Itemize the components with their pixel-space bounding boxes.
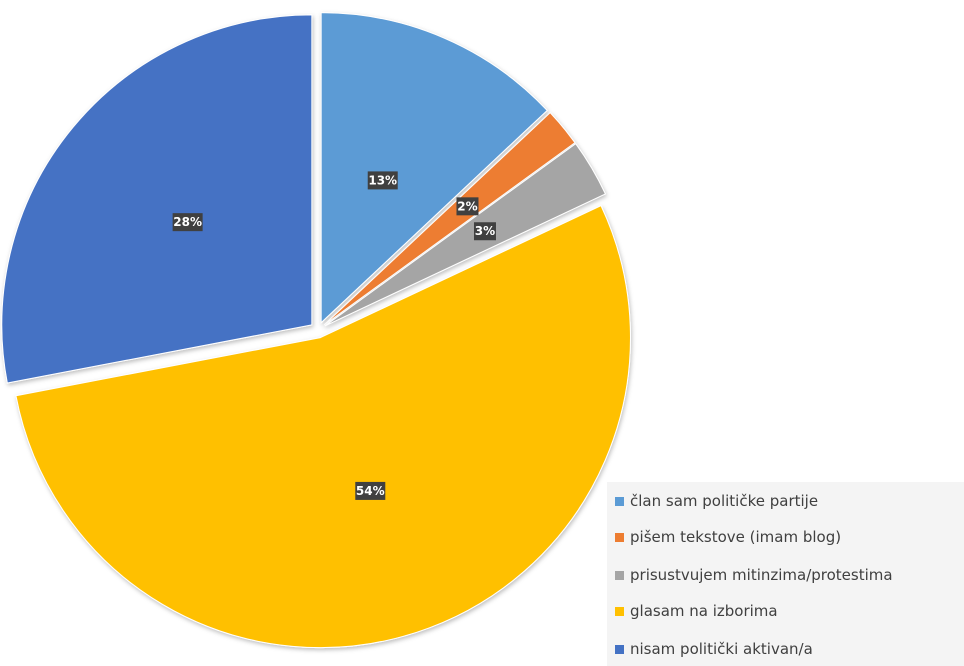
pie-slice [323,111,576,326]
slice-data-label: 28% [172,213,203,232]
slice-label-background [355,481,386,500]
pie-slice [1,14,313,384]
slice-data-label: 54% [355,481,386,500]
legend-label: glasam na izborima [630,602,778,620]
legend-item: nisam politički aktivan/a [615,637,813,661]
legend-label: član sam političke partije [630,492,819,510]
slice-label-background [456,197,479,216]
legend-swatch [615,644,624,654]
pie-slice [324,143,607,327]
slice-data-label: 2% [456,197,479,216]
slice-label-text: 28% [173,215,202,229]
legend-label: nisam politički aktivan/a [630,640,813,658]
legend-item: član sam političke partije [615,489,818,513]
slice-label-background [367,171,398,190]
legend-swatch [615,606,624,616]
legend-label: prisustvujem mitinzima/protestima [630,566,893,584]
pie-slice [320,12,548,324]
legend-swatch [615,532,624,542]
slice-label-background [473,222,496,241]
slice-data-label: 3% [473,222,496,241]
legend-item: pišem tekstove (imam blog) [615,525,841,549]
legend-item: prisustvujem mitinzima/protestima [615,563,893,587]
legend-label: pišem tekstove (imam blog) [630,528,842,546]
slice-label-text: 2% [457,199,477,213]
pie-slice [15,204,631,649]
slice-data-label: 13% [367,171,398,190]
slice-label-background [172,213,203,232]
legend-swatch [615,496,624,506]
legend-item: glasam na izborima [615,599,778,623]
legend: član sam političke partije pišem tekstov… [607,482,964,666]
slice-label-text: 13% [368,173,397,187]
legend-swatch [615,570,624,580]
slice-label-text: 3% [475,224,495,238]
slice-label-text: 54% [356,484,385,498]
